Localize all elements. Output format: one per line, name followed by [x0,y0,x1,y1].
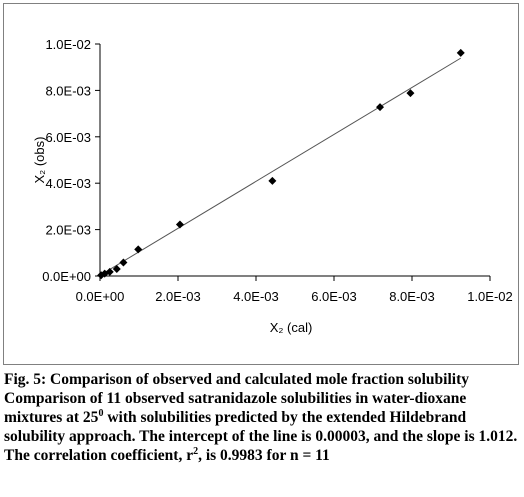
data-point [119,258,128,267]
y-tick-label: 4.0E-03 [45,176,91,191]
scatter-plot: 0.0E+00 2.0E-03 4.0E-03 6.0E-03 8.0E-03 1.0E-… [32,37,513,335]
caption-degree-sup: 0 [98,407,104,419]
y-tick-label: 6.0E-03 [45,130,91,145]
caption-body-part1: Comparison of 11 observed satranidazole … [4,390,467,426]
figure-caption: Fig. 5: Comparison of observed and calcu… [4,370,520,465]
data-point [268,176,277,185]
regression-line [99,57,462,276]
caption-body-part3: , is 0.9983 for n = 11 [198,447,330,464]
y-axis-label: X₂ (obs) [32,137,47,184]
x-tick-label: 6.0E-03 [311,289,357,304]
x-tick-label: 2.0E-03 [155,289,201,304]
data-point [456,48,465,57]
y-tick-label: 0.0E+00 [42,269,91,284]
data-point [406,89,415,98]
y-tick-label: 8.0E-03 [45,83,91,98]
x-tick-label: 4.0E-03 [233,289,279,304]
chart-frame: 0.0E+00 2.0E-03 4.0E-03 6.0E-03 8.0E-03 1.0E-… [3,3,519,365]
y-tick-label: 1.0E-02 [45,37,91,52]
x-axis-label: X₂ (cal) [270,320,313,335]
x-tick-label: 8.0E-03 [389,289,435,304]
y-tick-label: 2.0E-03 [45,223,91,238]
caption-body-part2: with solubilities predicted by the exten… [4,409,518,464]
data-point [105,267,114,276]
caption-title: Fig. 5: Comparison of observed and calcu… [4,371,469,388]
caption-r2-sup: 2 [193,445,199,457]
data-point [134,245,143,254]
data-point [175,220,184,229]
data-point [112,265,121,274]
data-point [376,103,385,112]
caption-body: Comparison of 11 observed satranidazole … [4,389,520,465]
x-tick-label: 0.0E+00 [76,289,125,304]
x-tick-label: 1.0E-02 [467,289,513,304]
